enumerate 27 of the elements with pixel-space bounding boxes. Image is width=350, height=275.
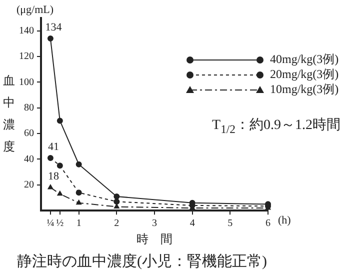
text: 静注時の血中濃度(小児：腎機能正常) — [17, 252, 267, 270]
data-label: 41 — [48, 140, 59, 153]
y-tick-label: 80 — [24, 102, 34, 114]
text: (h) — [278, 214, 292, 226]
legend-label: 40mg/kg(3例) — [270, 52, 339, 66]
x-tick-label: 5 — [228, 218, 233, 230]
x-tick-label: 1 — [76, 218, 82, 230]
legend-label: 20mg/kg(3例) — [270, 67, 339, 82]
legend-label: 10mg/kg(3例) — [270, 82, 339, 96]
x-tick-label: ½ — [56, 218, 64, 230]
x-tick-label: 2 — [114, 218, 120, 230]
x-tick-label: 4 — [190, 218, 195, 230]
y-tick-label: 20 — [24, 180, 34, 191]
y-tick-label: 120 — [19, 51, 34, 62]
y-tick-label: 60 — [24, 128, 34, 140]
y-tick-label: 100 — [19, 76, 34, 88]
x-tick-label: 6 — [266, 218, 270, 230]
data-label: 18 — [48, 170, 60, 182]
annotation: T$_{1/2}$：約0.9～1.2時間 — [212, 116, 340, 136]
x-tick-label: ¼ — [46, 218, 55, 230]
text: (μg/mL) — [16, 4, 54, 16]
x-axis-title: 時 間 — [136, 232, 172, 246]
x-tick-label: 3 — [152, 218, 157, 230]
y-axis-title: 血中濃度 — [3, 73, 15, 154]
y-tick-label: 140 — [19, 25, 34, 36]
y-tick-label: 40 — [24, 154, 34, 165]
data-label: 134 — [45, 21, 62, 34]
